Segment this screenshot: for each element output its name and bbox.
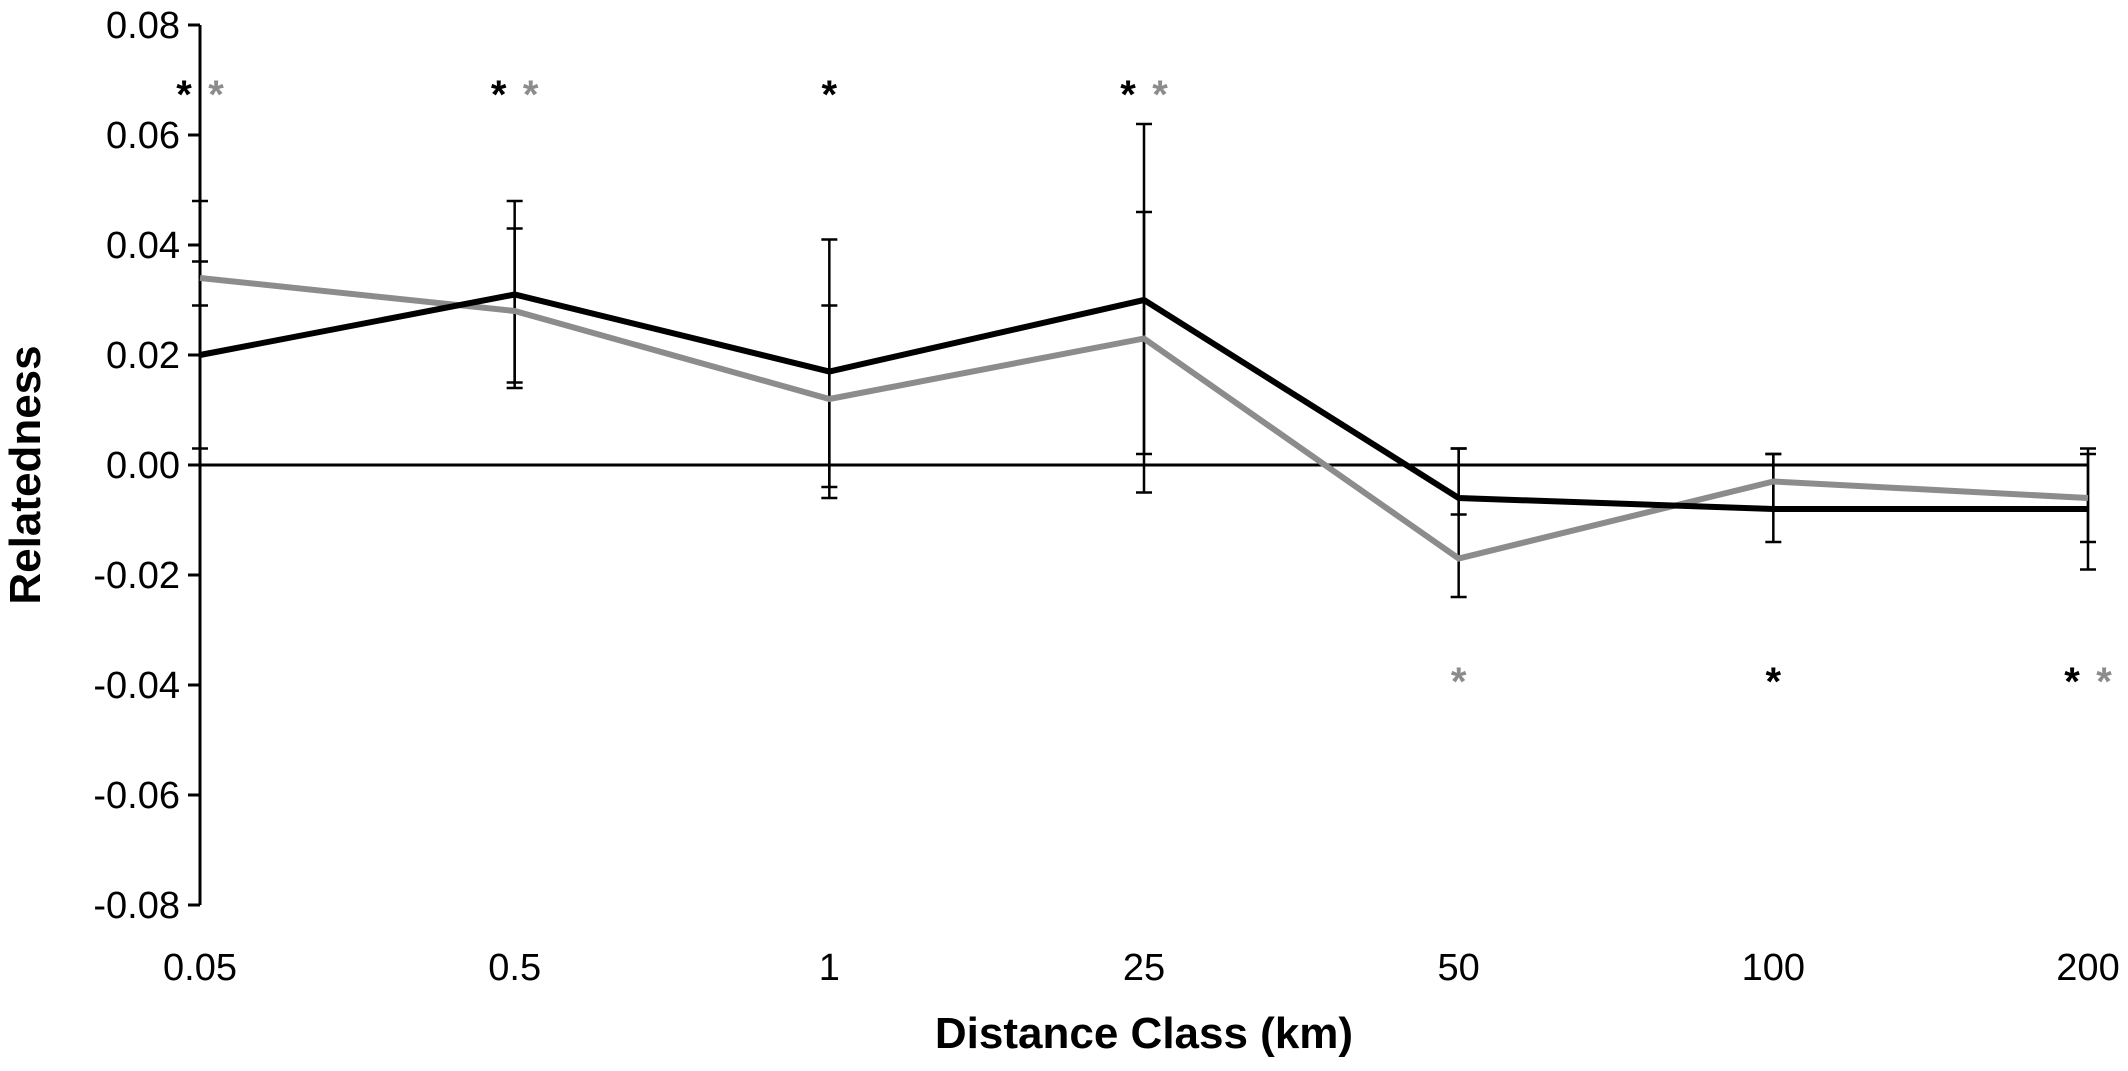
x-axis-title: Distance Class (km) bbox=[935, 1009, 1353, 1058]
x-tick-label: 200 bbox=[2056, 947, 2119, 989]
x-tick-label: 100 bbox=[1742, 947, 1805, 989]
y-tick-label: 0.04 bbox=[106, 225, 180, 267]
significance-asterisk: * bbox=[1766, 660, 1782, 704]
y-tick-label: -0.06 bbox=[93, 775, 180, 817]
significance-asterisk: * bbox=[176, 73, 192, 117]
significance-asterisk: * bbox=[2064, 660, 2080, 704]
y-tick-label: -0.02 bbox=[93, 555, 180, 597]
significance-asterisk: * bbox=[523, 73, 539, 117]
series-line-grey bbox=[199, 275, 2089, 562]
y-tick-label: 0.00 bbox=[106, 445, 180, 487]
x-tick-label: 0.5 bbox=[488, 947, 541, 989]
y-tick-label: 0.06 bbox=[106, 115, 180, 157]
significance-asterisk: * bbox=[1451, 660, 1467, 704]
x-axis-ticks: 0.05 0.5 1 25 50 100 200 bbox=[163, 947, 2120, 989]
significance-asterisk: * bbox=[1120, 73, 1136, 117]
error-bars bbox=[192, 122, 2096, 599]
significance-asterisk: * bbox=[2096, 660, 2112, 704]
series-line-black bbox=[199, 291, 2088, 512]
x-tick-label: 25 bbox=[1123, 947, 1165, 989]
x-tick-label: 1 bbox=[819, 947, 840, 989]
x-tick-label: 0.05 bbox=[163, 947, 237, 989]
error-bar bbox=[192, 199, 208, 450]
significance-asterisk: * bbox=[208, 73, 224, 117]
y-axis-title: Relatedness bbox=[1, 345, 50, 604]
y-axis-ticks: 0.08 0.06 0.04 0.02 0.00 -0.02 -0.04 -0.06 -0.08 bbox=[93, 5, 200, 927]
y-tick-label: 0.08 bbox=[106, 5, 180, 47]
significance-asterisk: * bbox=[822, 73, 838, 117]
y-tick-label: -0.08 bbox=[93, 885, 180, 927]
error-bar bbox=[506, 227, 523, 384]
y-tick-label: -0.04 bbox=[93, 665, 180, 707]
significance-markers: * * * * * * * * * * * bbox=[176, 73, 2112, 704]
y-tick-label: 0.02 bbox=[106, 335, 180, 377]
error-bar bbox=[1450, 447, 1467, 516]
error-bar bbox=[192, 260, 208, 307]
error-bar bbox=[1136, 210, 1152, 494]
series-lines bbox=[199, 275, 2089, 562]
significance-asterisk: * bbox=[491, 73, 507, 117]
x-tick-label: 50 bbox=[1438, 947, 1480, 989]
significance-asterisk: * bbox=[1152, 73, 1168, 117]
